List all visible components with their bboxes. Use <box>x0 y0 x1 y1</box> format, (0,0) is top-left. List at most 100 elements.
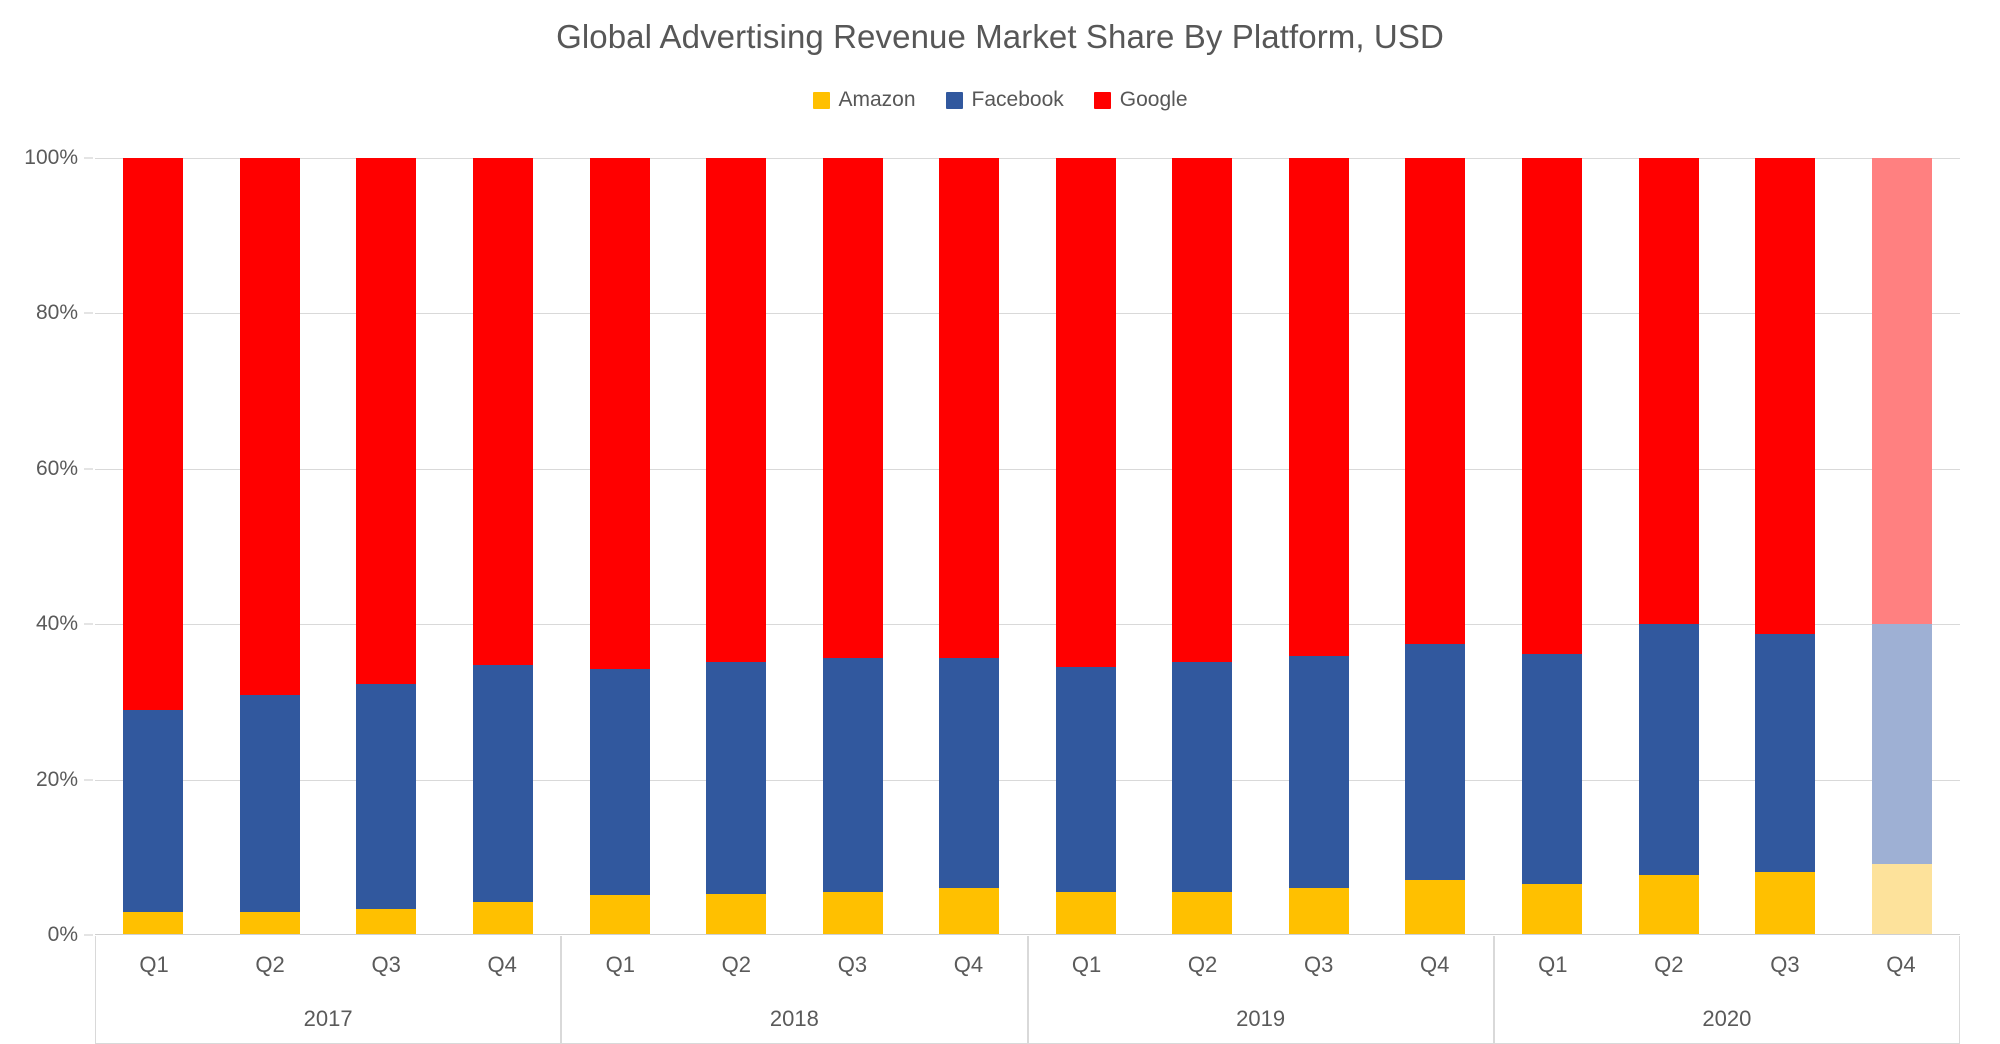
axis-baseline <box>95 934 1960 935</box>
stacked-bar[interactable] <box>589 158 650 935</box>
y-axis-tick-label: 100% <box>24 146 78 169</box>
bar-segment-amazon[interactable] <box>1055 892 1116 935</box>
bar-segment-facebook[interactable] <box>1172 662 1233 892</box>
bar-segment-facebook[interactable] <box>1522 653 1583 884</box>
bar-segment-amazon[interactable] <box>939 887 1000 935</box>
bar-group <box>328 158 445 935</box>
bar-segment-google[interactable] <box>1871 158 1932 625</box>
bar-segment-amazon[interactable] <box>1405 879 1466 935</box>
bar-segment-amazon[interactable] <box>589 894 650 935</box>
bar-segment-google[interactable] <box>472 158 533 665</box>
bar-segment-google[interactable] <box>939 158 1000 658</box>
x-axis-quarter-label: Q1 <box>1071 952 1102 977</box>
bar-segment-amazon[interactable] <box>1755 872 1816 935</box>
stacked-bar[interactable] <box>939 158 1000 935</box>
bar-segment-google[interactable] <box>1288 158 1349 657</box>
bar-segment-google[interactable] <box>356 158 417 685</box>
bar-segment-google[interactable] <box>1172 158 1233 663</box>
legend-item-google[interactable]: Google <box>1093 88 1188 112</box>
bar-segment-amazon[interactable] <box>822 891 883 935</box>
bar-segment-amazon[interactable] <box>123 911 184 935</box>
y-axis-tick-mark <box>84 468 93 470</box>
bar-group <box>794 158 911 935</box>
y-axis-tick-mark <box>84 157 93 159</box>
stacked-bar[interactable] <box>822 158 883 935</box>
bar-group <box>561 158 678 935</box>
bar-segment-facebook[interactable] <box>589 668 650 895</box>
bars-layer <box>95 158 1960 935</box>
bar-segment-google[interactable] <box>1638 158 1699 625</box>
bar-group <box>1144 158 1261 935</box>
bar-segment-facebook[interactable] <box>939 657 1000 888</box>
bar-segment-facebook[interactable] <box>123 709 184 912</box>
bar-group <box>678 158 795 935</box>
legend-item-facebook[interactable]: Facebook <box>945 88 1064 112</box>
bar-segment-google[interactable] <box>822 158 883 659</box>
stacked-bar[interactable] <box>1871 158 1932 935</box>
stacked-bar[interactable] <box>1288 158 1349 935</box>
x-axis-quarter-row: Q1 Q2 Q3 Q4 <box>562 936 1026 994</box>
gridline <box>95 468 1960 470</box>
x-axis-quarter-label: Q2 <box>721 952 752 977</box>
bar-segment-facebook[interactable] <box>1405 643 1466 880</box>
x-axis-year-group: Q1 Q2 Q3 Q4 2020 <box>1493 936 1960 1044</box>
x-axis-quarter-label: Q3 <box>1303 952 1334 977</box>
bar-segment-facebook[interactable] <box>1755 633 1816 873</box>
bar-segment-facebook[interactable] <box>1871 624 1932 864</box>
bar-segment-facebook[interactable] <box>706 662 767 894</box>
bar-segment-amazon[interactable] <box>472 901 533 935</box>
bar-segment-amazon[interactable] <box>239 911 300 935</box>
bar-segment-facebook[interactable] <box>822 658 883 892</box>
bar-segment-facebook[interactable] <box>1055 666 1116 893</box>
bar-segment-amazon[interactable] <box>706 893 767 935</box>
bar-segment-google[interactable] <box>589 158 650 669</box>
stacked-bar[interactable] <box>123 158 184 935</box>
stacked-bar[interactable] <box>1405 158 1466 935</box>
x-axis-quarter-row: Q1 Q2 Q3 Q4 <box>96 936 560 994</box>
stacked-bar[interactable] <box>472 158 533 935</box>
x-axis-quarter-row: Q1 Q2 Q3 Q4 <box>1495 936 1959 994</box>
x-axis-quarter-row: Q1 Q2 Q3 Q4 <box>1029 936 1493 994</box>
bar-segment-google[interactable] <box>706 158 767 663</box>
y-axis: 0% 20% 40% 60% 80% 100% <box>0 146 93 946</box>
plot-area <box>95 158 1960 935</box>
stacked-bar[interactable] <box>1522 158 1583 935</box>
stacked-bar[interactable] <box>706 158 767 935</box>
bar-group <box>1610 158 1727 935</box>
bar-segment-amazon[interactable] <box>356 908 417 935</box>
stacked-bar[interactable] <box>1755 158 1816 935</box>
bar-segment-google[interactable] <box>1522 158 1583 654</box>
stacked-bar[interactable] <box>356 158 417 935</box>
legend-item-amazon[interactable]: Amazon <box>812 88 916 112</box>
bar-segment-amazon[interactable] <box>1288 887 1349 935</box>
bar-segment-facebook[interactable] <box>472 664 533 902</box>
bar-segment-google[interactable] <box>1405 158 1466 644</box>
bar-segment-amazon[interactable] <box>1522 883 1583 935</box>
y-axis-tick-mark <box>84 934 93 936</box>
bar-segment-facebook[interactable] <box>239 694 300 912</box>
x-axis-year-label: 2019 <box>1236 1006 1286 1031</box>
stacked-bar[interactable] <box>1172 158 1233 935</box>
gridline <box>95 624 1960 626</box>
y-axis-tick-mark <box>84 779 93 781</box>
bar-segment-google[interactable] <box>1055 158 1116 667</box>
stacked-bar[interactable] <box>1638 158 1699 935</box>
stacked-bar[interactable] <box>1055 158 1116 935</box>
bar-segment-facebook[interactable] <box>1638 624 1699 876</box>
bar-segment-facebook[interactable] <box>356 684 417 909</box>
bar-segment-amazon[interactable] <box>1638 875 1699 935</box>
bar-segment-amazon[interactable] <box>1172 891 1233 935</box>
bar-group <box>95 158 212 935</box>
bar-segment-amazon[interactable] <box>1871 863 1932 935</box>
x-axis-quarter-label: Q4 <box>1886 952 1916 977</box>
bar-group <box>445 158 562 935</box>
bar-segment-google[interactable] <box>1755 158 1816 634</box>
stacked-bar[interactable] <box>239 158 300 935</box>
bar-segment-google[interactable] <box>123 158 184 710</box>
chart-title: Global Advertising Revenue Market Share … <box>556 18 1444 55</box>
bar-segment-google[interactable] <box>239 158 300 695</box>
x-axis-year-label: 2018 <box>769 1006 819 1031</box>
x-axis-quarter-label: Q4 <box>953 952 984 977</box>
bar-segment-facebook[interactable] <box>1288 656 1349 888</box>
